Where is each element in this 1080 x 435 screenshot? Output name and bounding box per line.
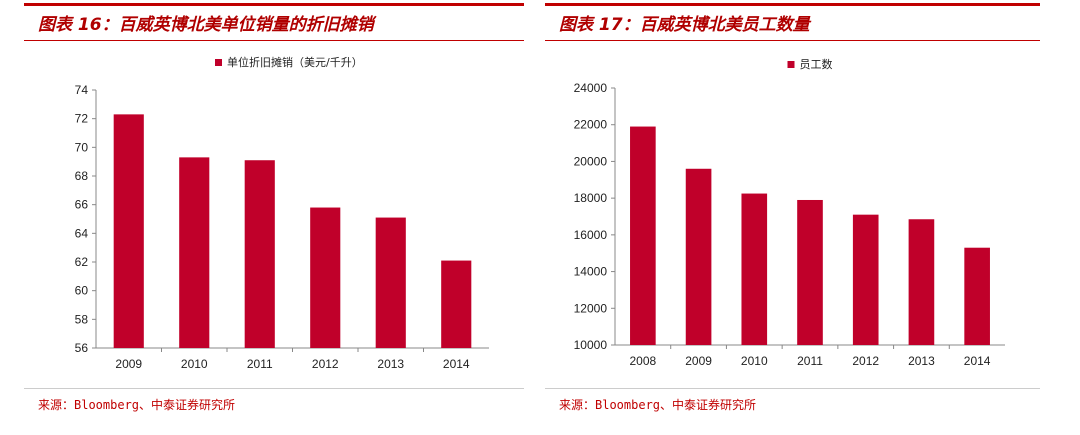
legend-label: 单位折旧摊销（美元/千升） bbox=[227, 55, 363, 69]
source-note: 来源：Bloomberg、中泰证券研究所 bbox=[38, 398, 236, 412]
bar bbox=[310, 207, 341, 348]
y-tick-label: 22000 bbox=[574, 118, 608, 132]
x-tick-label: 2013 bbox=[377, 357, 404, 371]
bar-chart-employees: 员工数 10000 12000 14000 16000 18000 20000 22000 24… bbox=[574, 58, 1005, 368]
bar bbox=[179, 157, 210, 348]
top-rule bbox=[545, 3, 1040, 6]
y-tick-label: 60 bbox=[75, 284, 89, 298]
bar bbox=[244, 160, 275, 348]
y-tick-label: 56 bbox=[75, 341, 89, 355]
chart-panel-left: 图表 16：百威英博北美单位销量的折旧摊销 单位折旧摊销（美元/千升） 56 58 6… bbox=[24, 0, 524, 435]
y-tick-label: 66 bbox=[75, 198, 89, 212]
y-tick-label: 18000 bbox=[574, 191, 608, 205]
title-rule bbox=[24, 40, 524, 41]
chart-title: 图表 16：百威英博北美单位销量的折旧摊销 bbox=[38, 15, 374, 35]
y-tick-label: 64 bbox=[75, 226, 89, 240]
legend: 单位折旧摊销（美元/千升） bbox=[215, 55, 363, 69]
top-rule bbox=[24, 3, 524, 6]
x-tick-label: 2008 bbox=[630, 354, 657, 368]
footer-rule bbox=[545, 388, 1040, 389]
bar bbox=[908, 219, 935, 345]
legend: 员工数 bbox=[787, 58, 833, 71]
bar bbox=[441, 260, 472, 348]
title-rule bbox=[545, 40, 1040, 41]
bar bbox=[741, 193, 768, 345]
y-tick-label: 20000 bbox=[574, 154, 608, 168]
bar bbox=[375, 217, 406, 348]
chart-title: 图表 17：百威英博北美员工数量 bbox=[559, 15, 810, 35]
legend-swatch bbox=[787, 61, 795, 68]
y-tick-label: 14000 bbox=[574, 265, 608, 279]
y-tick-label: 24000 bbox=[574, 81, 608, 95]
x-tick-label: 2012 bbox=[852, 354, 879, 368]
legend-label: 员工数 bbox=[800, 58, 833, 71]
bar bbox=[797, 199, 823, 345]
y-tick-label: 62 bbox=[75, 255, 89, 269]
x-tick-label: 2012 bbox=[312, 357, 339, 371]
x-tick-label: 2013 bbox=[908, 354, 935, 368]
y-tick-label: 72 bbox=[75, 112, 89, 126]
x-tick-label: 2009 bbox=[685, 354, 712, 368]
bar bbox=[685, 168, 712, 345]
source-note: 来源：Bloomberg、中泰证券研究所 bbox=[559, 398, 757, 412]
y-tick-label: 74 bbox=[75, 83, 89, 97]
bar bbox=[630, 126, 656, 345]
x-tick-label: 2010 bbox=[181, 357, 208, 371]
chart-panel-right: 图表 17：百威英博北美员工数量 员工数 10000 12000 14000 16000… bbox=[545, 0, 1040, 435]
legend-swatch bbox=[215, 59, 222, 66]
y-tick-label: 12000 bbox=[574, 301, 608, 315]
bar-chart-depreciation: 单位折旧摊销（美元/千升） 56 58 60 62 64 66 68 70 72 74 2009 201… bbox=[75, 55, 489, 371]
x-tick-label: 2014 bbox=[964, 354, 991, 368]
y-tick-label: 58 bbox=[75, 312, 89, 326]
bar bbox=[113, 114, 144, 348]
x-tick-label: 2011 bbox=[797, 354, 823, 368]
y-tick-label: 68 bbox=[75, 169, 89, 183]
x-tick-label: 2014 bbox=[443, 357, 470, 371]
x-tick-label: 2011 bbox=[247, 357, 273, 371]
y-tick-label: 70 bbox=[75, 140, 89, 154]
footer-rule bbox=[24, 388, 524, 389]
y-tick-label: 16000 bbox=[574, 228, 608, 242]
bar bbox=[964, 247, 990, 345]
bar bbox=[852, 214, 879, 345]
x-tick-label: 2009 bbox=[115, 357, 142, 371]
x-tick-label: 2010 bbox=[741, 354, 768, 368]
y-tick-label: 10000 bbox=[574, 338, 608, 352]
